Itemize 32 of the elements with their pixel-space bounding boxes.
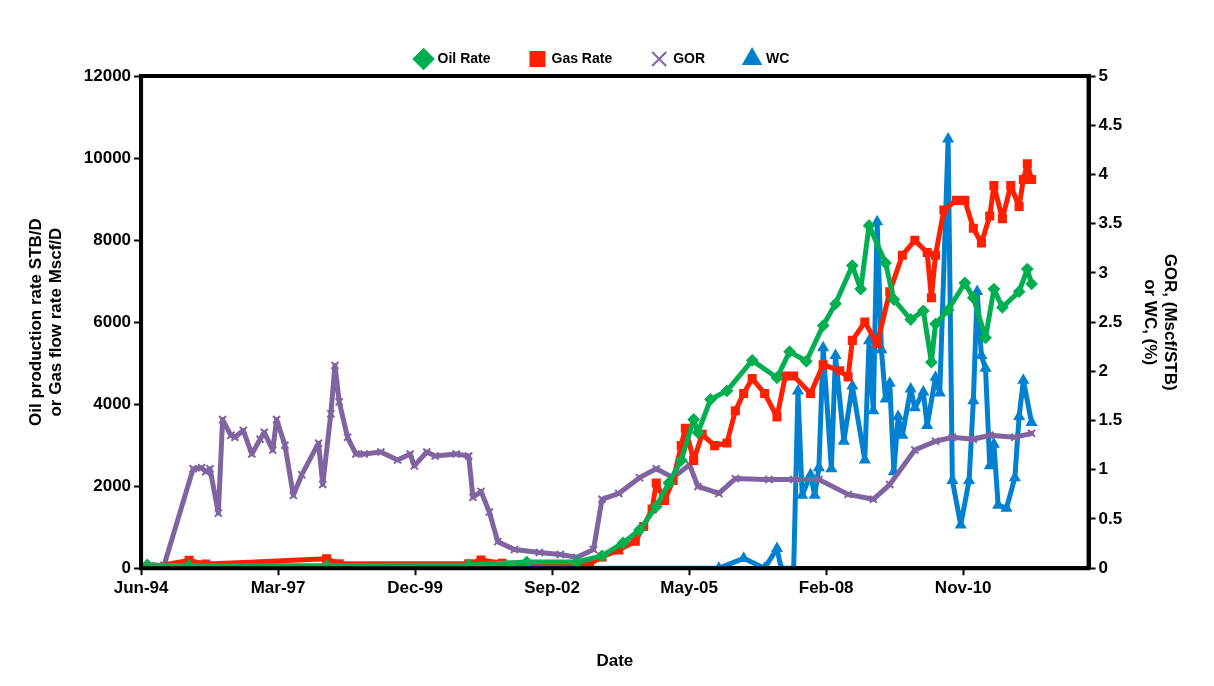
legend-label: WC [766,49,790,66]
x-tick-label: May-05 [660,578,718,598]
y2-axis-title: GOR, (Mscf/STB) or WC, (%) [1140,253,1181,391]
y-tick-label: 6000 [93,311,132,331]
y2-tick-label: 2 [1098,361,1109,381]
x-axis-title: Date [596,651,634,671]
y2-tick-label: 3 [1098,262,1109,282]
x-tick-label: Nov-10 [934,578,992,598]
y-tick-label: 2000 [93,475,132,495]
y2-tick-label: 4.5 [1098,114,1123,134]
x-tick-label: Feb-08 [798,578,854,598]
y2-tick-label: 1 [1098,459,1109,479]
y2-tick-label: 5 [1098,65,1109,85]
y-tick-label: 10000 [83,147,132,167]
y2-tick-label: 2.5 [1098,311,1123,331]
y-axis-title: Oil production rate STB/D or Gas flow rate Mscf/D [25,218,66,426]
x-tick-label: Jun-94 [113,578,170,598]
y-tick-label: 12000 [83,65,132,85]
x-tick-label: Dec-99 [387,578,443,598]
y2-tick-label: 3.5 [1098,213,1123,233]
y-tick-label: 4000 [93,393,132,413]
legend-label: GOR [673,49,706,66]
x-tick-label: Mar-97 [250,578,306,598]
x-tick-label: Sep-02 [524,578,581,598]
y2-tick-label: 4 [1098,164,1109,184]
legend-label: Oil Rate [437,49,491,66]
legend-label: Gas Rate [551,49,613,66]
y2-tick-label: 0 [1098,557,1109,577]
y2-tick-label: 0.5 [1098,508,1123,528]
y-tick-label: 8000 [93,229,132,249]
y-tick-label: 0 [121,557,132,577]
y2-tick-label: 1.5 [1098,410,1123,430]
